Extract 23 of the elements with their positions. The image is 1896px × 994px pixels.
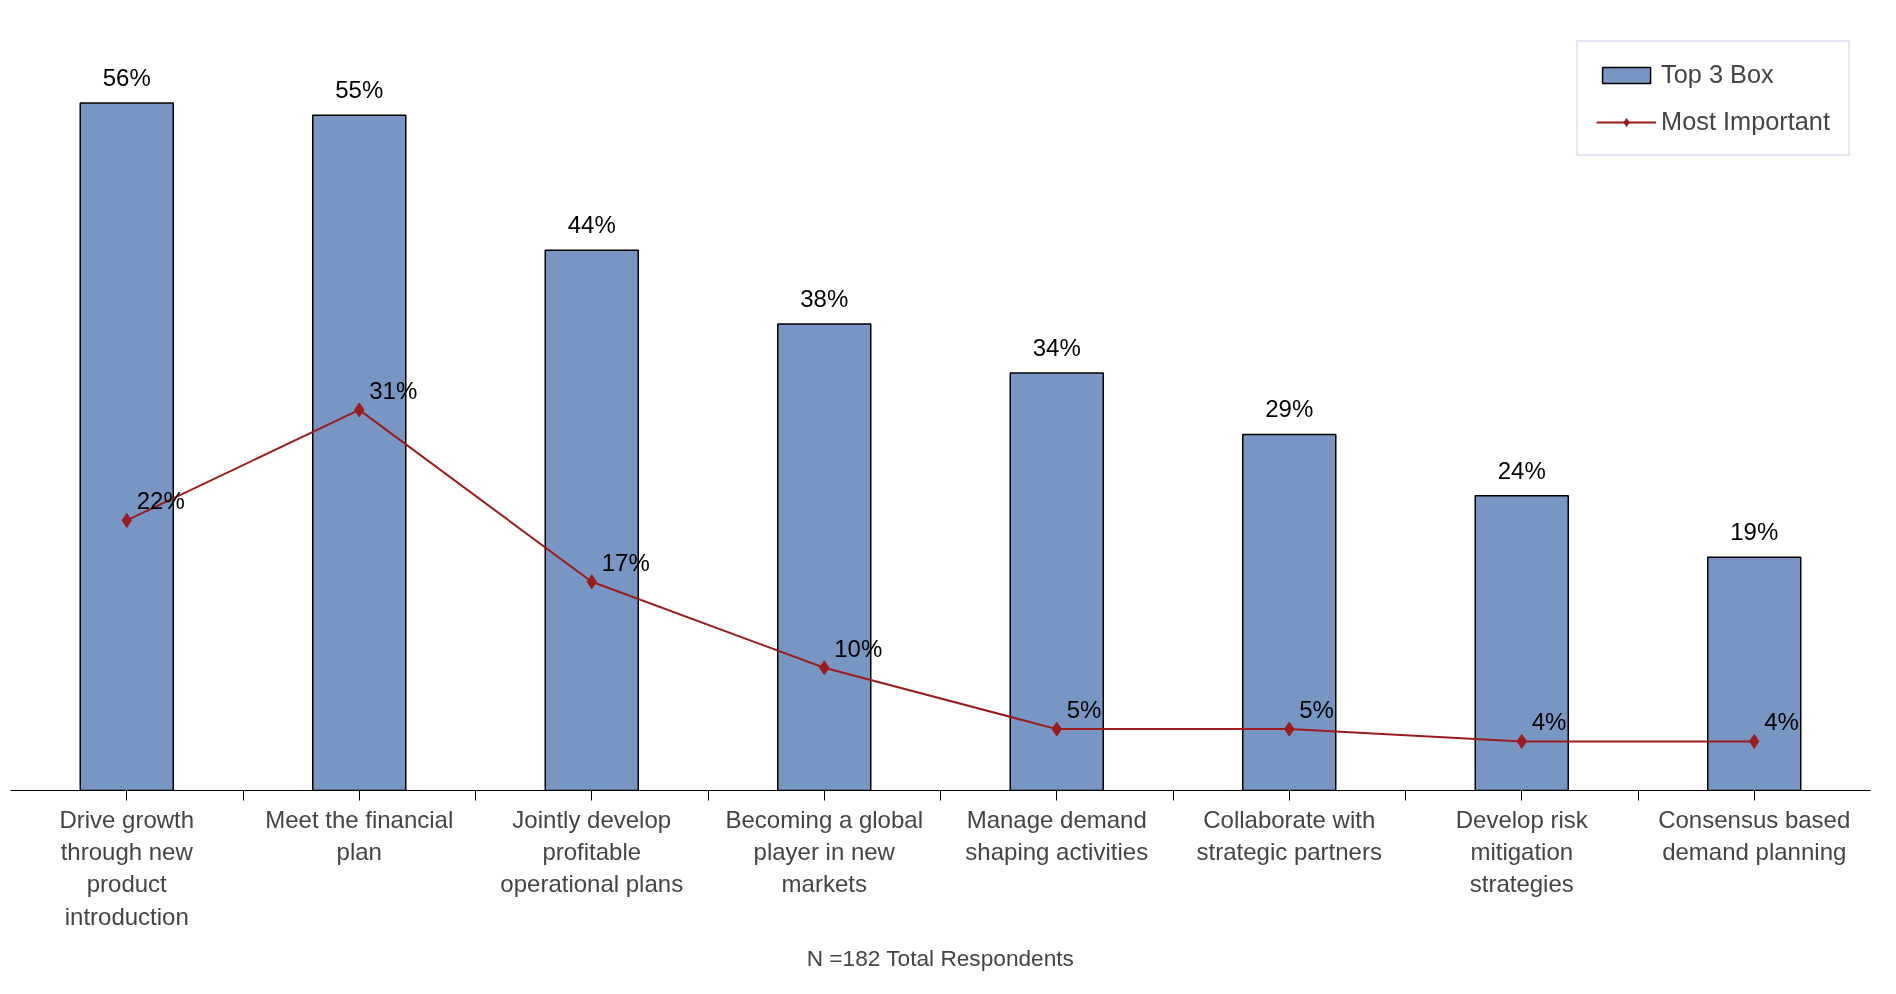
x-tick-label: Becoming a global player in new markets (725, 805, 923, 898)
data-label: 55% (335, 76, 384, 104)
data-label: 44% (567, 211, 616, 239)
data-label: 19% (1730, 518, 1779, 546)
x-tick-label: Develop risk mitigation strategies (1455, 805, 1589, 898)
x-tick-label: Manage demand shaping activities (965, 805, 1149, 865)
x-tick-label: Meet the financial plan (265, 805, 454, 865)
data-label: 24% (1497, 456, 1546, 484)
data-label: 4% (1764, 708, 1799, 736)
data-label: 29% (1265, 395, 1314, 423)
legend-label: Top 3 Box (1661, 60, 1774, 89)
x-tick-label: Consensus based demand planning (1658, 805, 1851, 865)
text: N =182 Total Respondents (806, 944, 1074, 971)
data-label: 38% (800, 284, 849, 312)
data-label: 4% (1531, 708, 1567, 736)
x-tick-label: Collaborate with strategic partners (1196, 805, 1382, 865)
data-label: 5% (1066, 696, 1102, 724)
data-label: 34% (1032, 334, 1081, 362)
data-label: 5% (1299, 696, 1334, 724)
data-label: 56% (102, 64, 151, 91)
x-tick-label: Jointly develop profitable operational plans (500, 805, 684, 898)
legend-label: Most Important (1661, 107, 1830, 136)
x-tick-label: Drive growth through new product introduction (59, 805, 195, 930)
